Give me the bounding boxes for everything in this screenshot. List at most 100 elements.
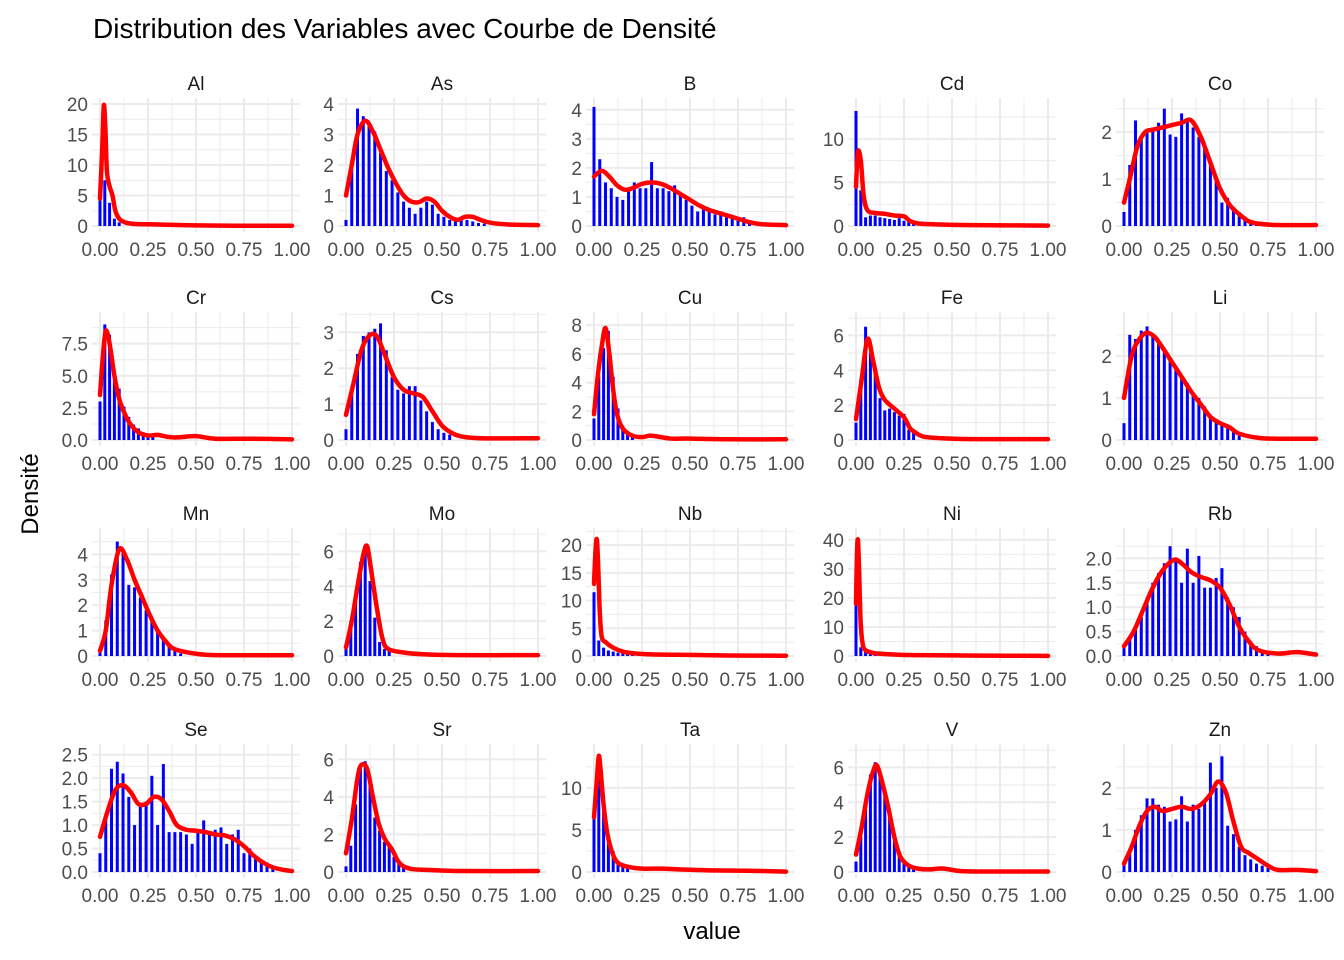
histogram-bar: [368, 785, 372, 872]
facet-grid: [338, 744, 546, 878]
x-tick-label: 0.75: [982, 240, 1019, 261]
histogram-bar: [597, 640, 601, 656]
histogram-bar: [1174, 136, 1178, 226]
histogram-bar: [402, 393, 406, 440]
histogram-bar: [407, 386, 411, 440]
histogram-bar: [442, 216, 446, 226]
histogram-bar: [373, 617, 377, 656]
x-tick-label: 0.75: [472, 670, 509, 691]
x-tick-label: 0.50: [1202, 240, 1239, 261]
histogram-bar: [190, 843, 194, 872]
x-tick-label: 0.00: [1106, 670, 1143, 691]
x-tick-label: 0.25: [1154, 240, 1191, 261]
density-curve: [1121, 117, 1319, 228]
y-tick-label: 2.5: [62, 746, 88, 767]
y-tick-label: 5: [833, 173, 844, 194]
histogram-bar: [1139, 616, 1143, 656]
x-tick-label: 0.00: [838, 670, 875, 691]
y-tick-label: 2: [323, 359, 334, 380]
histogram-bar: [1191, 393, 1195, 440]
y-tick-label: 6: [571, 345, 582, 366]
x-tick-label: 0.50: [672, 454, 709, 475]
y-axis-title: Densité: [17, 453, 44, 534]
facet-cd: Cd 0 5 10 0.00 0.25 0.50 0.75 1.00: [823, 74, 1067, 261]
facet-strip-label: Nb: [678, 504, 702, 525]
histogram-bar: [1266, 867, 1270, 872]
histogram-bar: [1151, 798, 1155, 872]
y-tick-label: 0.5: [62, 840, 88, 861]
histogram-bar: [859, 837, 863, 872]
histogram-bar: [151, 436, 155, 440]
density-curve: [591, 753, 789, 874]
facet-strip-label: As: [431, 74, 453, 95]
x-tick-label: 0.00: [1106, 886, 1143, 907]
facet-strip-label: Zn: [1209, 720, 1231, 741]
histogram-bar: [396, 389, 400, 440]
histogram-bar: [213, 829, 217, 872]
facet-strip-label: Mo: [429, 504, 455, 525]
histogram-bar: [878, 217, 882, 226]
y-tick-label: 0: [1101, 863, 1112, 884]
y-tick-label: 1: [571, 188, 582, 209]
histogram-bar: [425, 201, 429, 226]
y-tick-label: 10: [561, 592, 582, 613]
histogram-bar: [1134, 339, 1138, 440]
facet-ta: Ta 0 5 10 0.00 0.25 0.50 0.75 1.00: [561, 720, 805, 907]
histogram-bar: [436, 429, 440, 440]
chart-title: Distribution des Variables avec Courbe d…: [93, 13, 717, 44]
histogram-bar: [1122, 211, 1126, 226]
y-tick-label: 15: [67, 126, 88, 147]
histogram-bar: [1203, 802, 1207, 872]
facet-strip-label: B: [684, 74, 697, 95]
histogram-bars: [344, 544, 391, 656]
x-tick-label: 0.25: [130, 454, 167, 475]
histogram-bar: [1220, 756, 1224, 872]
histogram-bar: [378, 830, 382, 872]
histogram-bar: [736, 217, 740, 226]
histogram-bar: [892, 412, 896, 440]
y-tick-label: 20: [823, 589, 844, 610]
histogram-bar: [1134, 829, 1138, 872]
x-tick-label: 0.00: [576, 886, 613, 907]
histogram-bar: [1208, 762, 1212, 872]
histogram-bar: [864, 807, 868, 872]
histogram-bar: [611, 376, 615, 440]
histogram-bar: [1134, 626, 1138, 656]
x-tick-label: 1.00: [768, 454, 805, 475]
x-tick-label: 1.00: [1298, 886, 1335, 907]
histogram-bar: [1226, 197, 1230, 226]
histogram-bar: [384, 171, 388, 226]
histogram-bar: [1214, 418, 1218, 440]
histogram-bars: [592, 779, 630, 872]
x-tick-label: 1.00: [1030, 240, 1067, 261]
x-tick-label: 0.00: [82, 670, 119, 691]
histogram-bar: [1134, 120, 1138, 226]
histogram-bar: [373, 817, 377, 872]
histogram-bar: [354, 593, 358, 656]
histogram-bar: [367, 332, 371, 440]
x-tick-label: 0.25: [376, 454, 413, 475]
x-tick-label: 0.50: [178, 886, 215, 907]
density-curve: [97, 328, 295, 442]
density-curve: [343, 118, 541, 228]
x-tick-label: 0.25: [376, 886, 413, 907]
y-tick-label: 5: [77, 187, 88, 208]
histogram-bar: [1203, 406, 1207, 440]
histogram-bar: [854, 605, 858, 656]
density-curve: [1121, 330, 1319, 442]
histogram-bar: [1162, 108, 1166, 226]
y-tick-label: 0: [1101, 431, 1112, 452]
x-tick-label: 0.25: [1154, 886, 1191, 907]
histogram-bars: [1122, 326, 1241, 440]
x-tick-label: 0.00: [576, 240, 613, 261]
y-tick-label: 1.5: [1086, 574, 1112, 595]
histogram-bar: [1237, 435, 1241, 440]
histogram-bar: [225, 843, 229, 872]
histogram-bar: [873, 762, 877, 872]
histogram-bar: [1162, 563, 1166, 656]
histogram-bar: [1145, 132, 1149, 226]
y-tick-label: 5: [571, 821, 582, 842]
histogram-bar: [592, 418, 596, 440]
y-tick-label: 0: [323, 863, 334, 884]
x-tick-label: 1.00: [768, 670, 805, 691]
